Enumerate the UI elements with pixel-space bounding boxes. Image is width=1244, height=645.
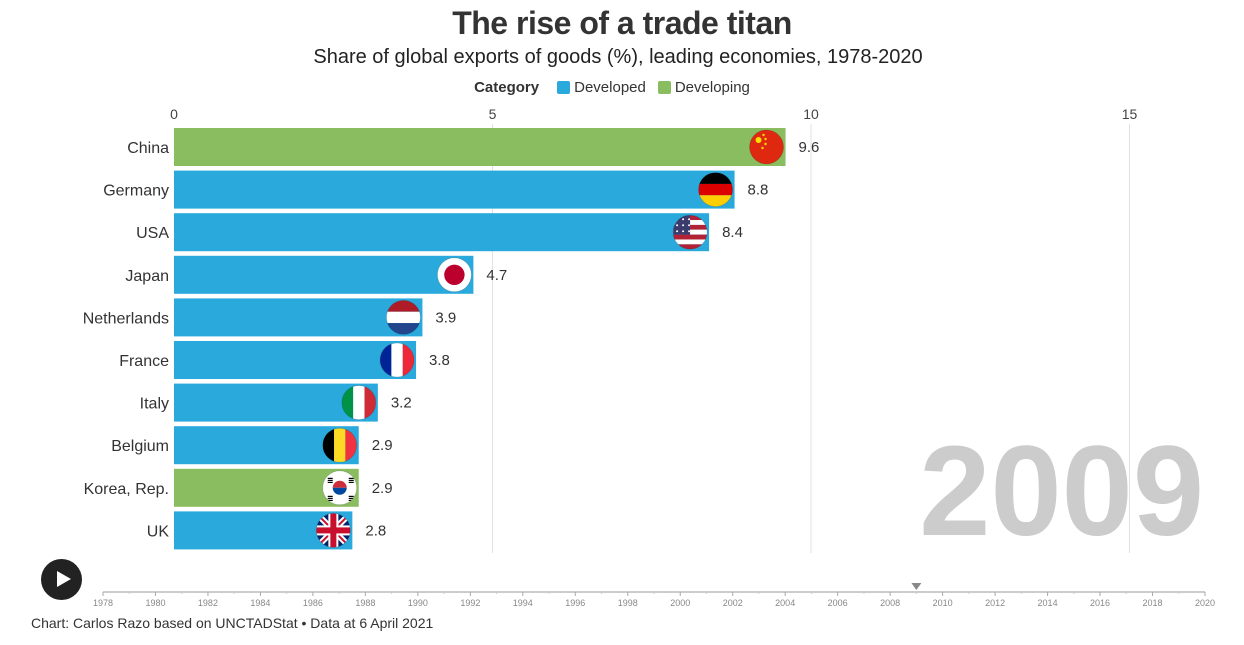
value-label: 3.2 (391, 395, 412, 412)
category-label: Netherlands (83, 310, 169, 327)
value-label: 8.4 (722, 224, 743, 241)
timeline-handle[interactable] (911, 583, 922, 590)
timeline-year-label: 1994 (513, 598, 533, 608)
value-label: 3.8 (429, 352, 450, 369)
bar[interactable] (174, 128, 786, 166)
timeline-year-label: 1982 (198, 598, 218, 608)
italy-flag-icon (341, 385, 377, 421)
x-tick-label: 15 (1122, 106, 1138, 122)
netherlands-flag-icon (386, 299, 421, 335)
category-label: China (127, 140, 169, 157)
x-tick-label: 10 (803, 106, 819, 122)
germany-flag-icon (698, 172, 733, 208)
x-tick-label: 5 (489, 106, 497, 122)
chart-title: The rise of a trade titan (452, 5, 792, 41)
legend-label-developing: Developing (674, 79, 750, 96)
bar[interactable] (174, 341, 417, 379)
timeline-year-label: 1980 (145, 598, 165, 608)
legend: Category Developed Developing (0, 79, 1230, 96)
value-label: 8.8 (748, 182, 769, 199)
timeline-year-label: 1990 (408, 598, 428, 608)
timeline-year-label: 2020 (1195, 598, 1215, 608)
timeline-year-label: 1988 (355, 598, 375, 608)
x-tick-label: 0 (170, 106, 178, 122)
current-year-label: 2009 (919, 420, 1204, 563)
korea-flag-icon (322, 470, 358, 506)
timeline-year-label: 1998 (618, 598, 638, 608)
value-label: 4.7 (486, 267, 507, 284)
uk-flag-icon (315, 513, 351, 548)
bar[interactable] (174, 255, 474, 294)
source-note: Chart: Carlos Razo based on UNCTADStat •… (31, 615, 434, 631)
legend-swatch-developed (557, 81, 571, 94)
timeline-year-label: 2004 (775, 598, 795, 608)
category-label: Belgium (111, 438, 169, 455)
timeline-year-label: 2002 (723, 598, 743, 608)
timeline-year-label: 1978 (93, 598, 113, 608)
legend-item-developing[interactable]: Developing (657, 79, 750, 96)
chart-subtitle: Share of global exports of goods (%), le… (313, 46, 923, 68)
value-label: 3.9 (435, 309, 456, 326)
timeline-year-label: 2010 (933, 598, 953, 608)
timeline-year-label: 1986 (303, 598, 323, 608)
timeline-year-label: 2018 (1143, 598, 1163, 608)
timeline-year-label: 2016 (1090, 598, 1110, 608)
legend-item-developed[interactable]: Developed (557, 79, 646, 96)
timeline-year-label: 2012 (985, 598, 1005, 608)
value-label: 2.9 (372, 437, 393, 454)
legend-label-developed: Developed (574, 79, 646, 96)
category-label: Italy (140, 396, 169, 413)
timeline-year-label: 1984 (250, 598, 270, 608)
value-label: 2.8 (365, 522, 386, 539)
timeline-year-label: 1992 (460, 598, 480, 608)
value-label: 2.9 (372, 480, 393, 497)
belgium-flag-icon (322, 427, 358, 463)
timeline-year-label: 2014 (1038, 598, 1058, 608)
legend-swatch-developing (657, 81, 671, 94)
value-label: 9.6 (799, 139, 820, 156)
france-flag-icon (379, 342, 415, 378)
timeline-year-label: 2006 (828, 598, 848, 608)
legend-title: Category (474, 79, 540, 96)
timeline-year-label: 2000 (670, 598, 690, 608)
category-label: UK (147, 523, 170, 540)
play-icon[interactable] (41, 559, 82, 600)
timeline-year-label: 1996 (565, 598, 585, 608)
category-label: Germany (103, 183, 169, 200)
category-label: France (119, 353, 169, 370)
japan-flag-icon (436, 257, 472, 293)
category-label: USA (136, 225, 169, 242)
bar[interactable] (174, 213, 710, 252)
timeline-year-label: 2008 (880, 598, 900, 608)
category-label: Korea, Rep. (84, 481, 169, 498)
usa-flag-icon (672, 214, 708, 250)
bar[interactable] (174, 170, 735, 209)
bar[interactable] (174, 298, 423, 337)
category-label: Japan (125, 268, 169, 285)
china-flag-icon (749, 129, 784, 165)
